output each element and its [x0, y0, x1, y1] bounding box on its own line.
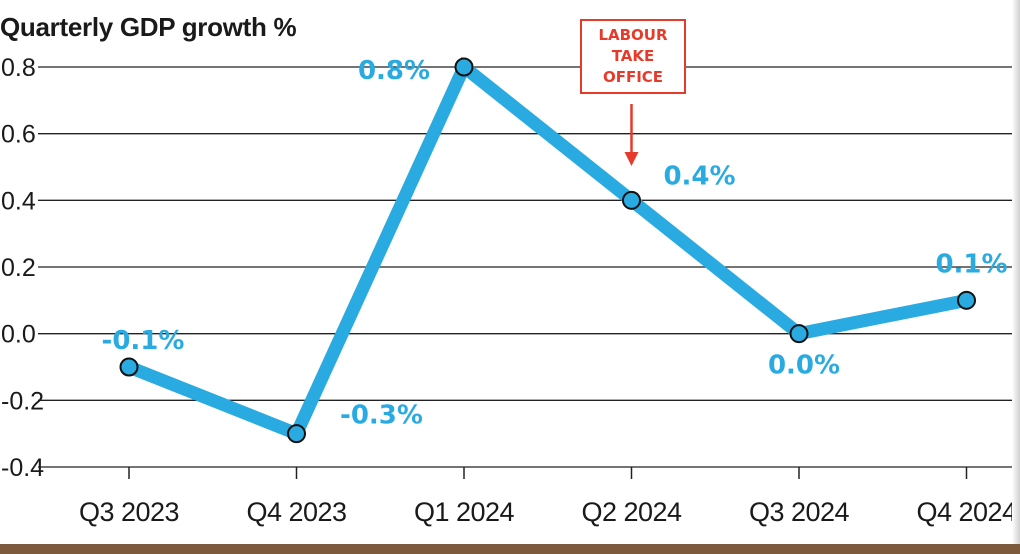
annotation-line: LABOUR	[598, 26, 668, 44]
data-label: -0.3%	[340, 401, 423, 431]
data-label: 0.0%	[768, 351, 840, 381]
y-tick-label: 0.8	[1, 54, 36, 82]
page-edge-shadow	[1012, 0, 1020, 544]
data-point	[957, 290, 976, 310]
y-tick-label: 0.4	[1, 187, 36, 215]
annotation-arrow-head	[624, 152, 639, 166]
x-tick-label: Q3 2024	[749, 497, 850, 527]
data-point	[287, 424, 306, 444]
data-label: 0.4%	[663, 161, 735, 191]
x-tick-label: Q2 2024	[581, 497, 682, 527]
x-tick-label: Q3 2023	[79, 497, 179, 527]
y-tick-label: 0.6	[1, 121, 36, 149]
data-label: 0.8%	[358, 56, 430, 86]
x-tick-label: Q4 2024	[916, 497, 1017, 527]
series-line	[122, 56, 973, 442]
annotation-line: OFFICE	[602, 68, 664, 86]
y-tick-label: 0.2	[1, 254, 36, 282]
bottom-border	[0, 544, 1020, 554]
annotation-line: TAKE	[611, 47, 655, 65]
y-tick-label: 0.0	[1, 321, 36, 349]
data-point	[454, 57, 474, 77]
chart-title: Quarterly GDP growth %	[0, 12, 297, 42]
y-tick-label: -0.4	[1, 454, 44, 482]
data-point	[119, 357, 139, 377]
y-tick-label: -0.2	[1, 387, 44, 415]
data-point	[622, 190, 641, 210]
data-point	[789, 324, 809, 344]
annotation-box: LABOUR TAKE OFFICE	[580, 19, 686, 94]
x-tick-label: Q1 2024	[414, 497, 515, 527]
x-tick-label: Q4 2023	[246, 497, 346, 527]
data-label: 0.1%	[935, 249, 1007, 279]
data-label: -0.1%	[102, 326, 185, 356]
